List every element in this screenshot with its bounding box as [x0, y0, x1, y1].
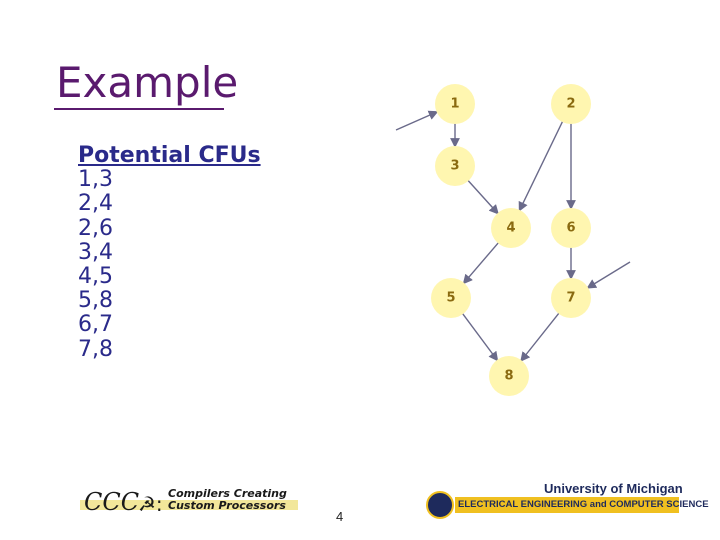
node-label: 3 — [450, 159, 459, 174]
node-label: 7 — [566, 291, 575, 306]
ccc-logo-words: Compilers Creating Custom Processors — [168, 488, 287, 512]
ccc-line-2: Custom Processors — [168, 499, 286, 512]
cfu-list: Potential CFUs 1,3 2,4 2,6 3,4 4,5 5,8 6… — [78, 143, 261, 362]
cfu-item: 1,3 — [78, 167, 113, 193]
edge-5-8 — [461, 312, 499, 362]
node-2: 2 — [551, 84, 591, 124]
cfu-item: 7,8 — [78, 336, 113, 362]
ccc-logo: CCC ☭: Compilers Creating Custom Process… — [80, 488, 298, 520]
title-underline — [54, 108, 224, 110]
edge-2-4 — [518, 119, 564, 212]
cfu-item: 3,4 — [78, 239, 113, 265]
department-banner — [455, 497, 679, 513]
cfu-item: 2,6 — [78, 215, 113, 241]
node-circle — [431, 278, 471, 318]
cfu-item: 2,4 — [78, 191, 113, 217]
graph-edges — [395, 110, 631, 362]
node-circle — [551, 84, 591, 124]
node-label: 5 — [446, 291, 455, 306]
node-circle — [435, 146, 475, 186]
node-8: 8 — [489, 356, 529, 396]
node-circle — [489, 356, 529, 396]
page-number: 4 — [336, 509, 344, 524]
cfu-item: 5,8 — [78, 288, 113, 314]
node-label: 1 — [450, 97, 459, 112]
cfu-item: 6,7 — [78, 312, 113, 338]
node-7: 7 — [551, 278, 591, 318]
node-circle — [491, 208, 531, 248]
university-name: University of Michigan — [544, 481, 683, 496]
node-5: 5 — [431, 278, 471, 318]
university-seal-icon — [426, 491, 454, 519]
node-label: 6 — [566, 221, 575, 236]
node-6: 6 — [551, 208, 591, 248]
hammer-sickle-icon: ☭: — [138, 492, 163, 516]
cfu-heading: Potential CFUs — [78, 143, 261, 168]
node-circle — [435, 84, 475, 124]
graph-nodes: 1 2 3 4 5 6 7 8 — [431, 84, 591, 396]
node-3: 3 — [435, 146, 475, 186]
node-circle — [551, 208, 591, 248]
node-circle — [551, 278, 591, 318]
node-1: 1 — [435, 84, 475, 124]
slide-title: Example — [56, 58, 239, 107]
input-edge-7 — [586, 261, 631, 289]
node-label: 2 — [566, 97, 575, 112]
edge-4-5 — [462, 241, 500, 285]
edge-3-4 — [466, 178, 499, 215]
input-edge-1 — [395, 110, 439, 131]
ccc-line-1: Compilers Creating — [168, 487, 287, 500]
node-label: 4 — [506, 221, 515, 236]
ccc-logo-text: CCC — [84, 488, 140, 516]
department-name: ELECTRICAL ENGINEERING and COMPUTER SCIE… — [458, 499, 709, 510]
node-label: 8 — [504, 369, 513, 384]
ccc-logo-band — [80, 500, 298, 510]
edge-7-8 — [520, 311, 561, 362]
cfu-item: 4,5 — [78, 264, 113, 290]
node-4: 4 — [491, 208, 531, 248]
